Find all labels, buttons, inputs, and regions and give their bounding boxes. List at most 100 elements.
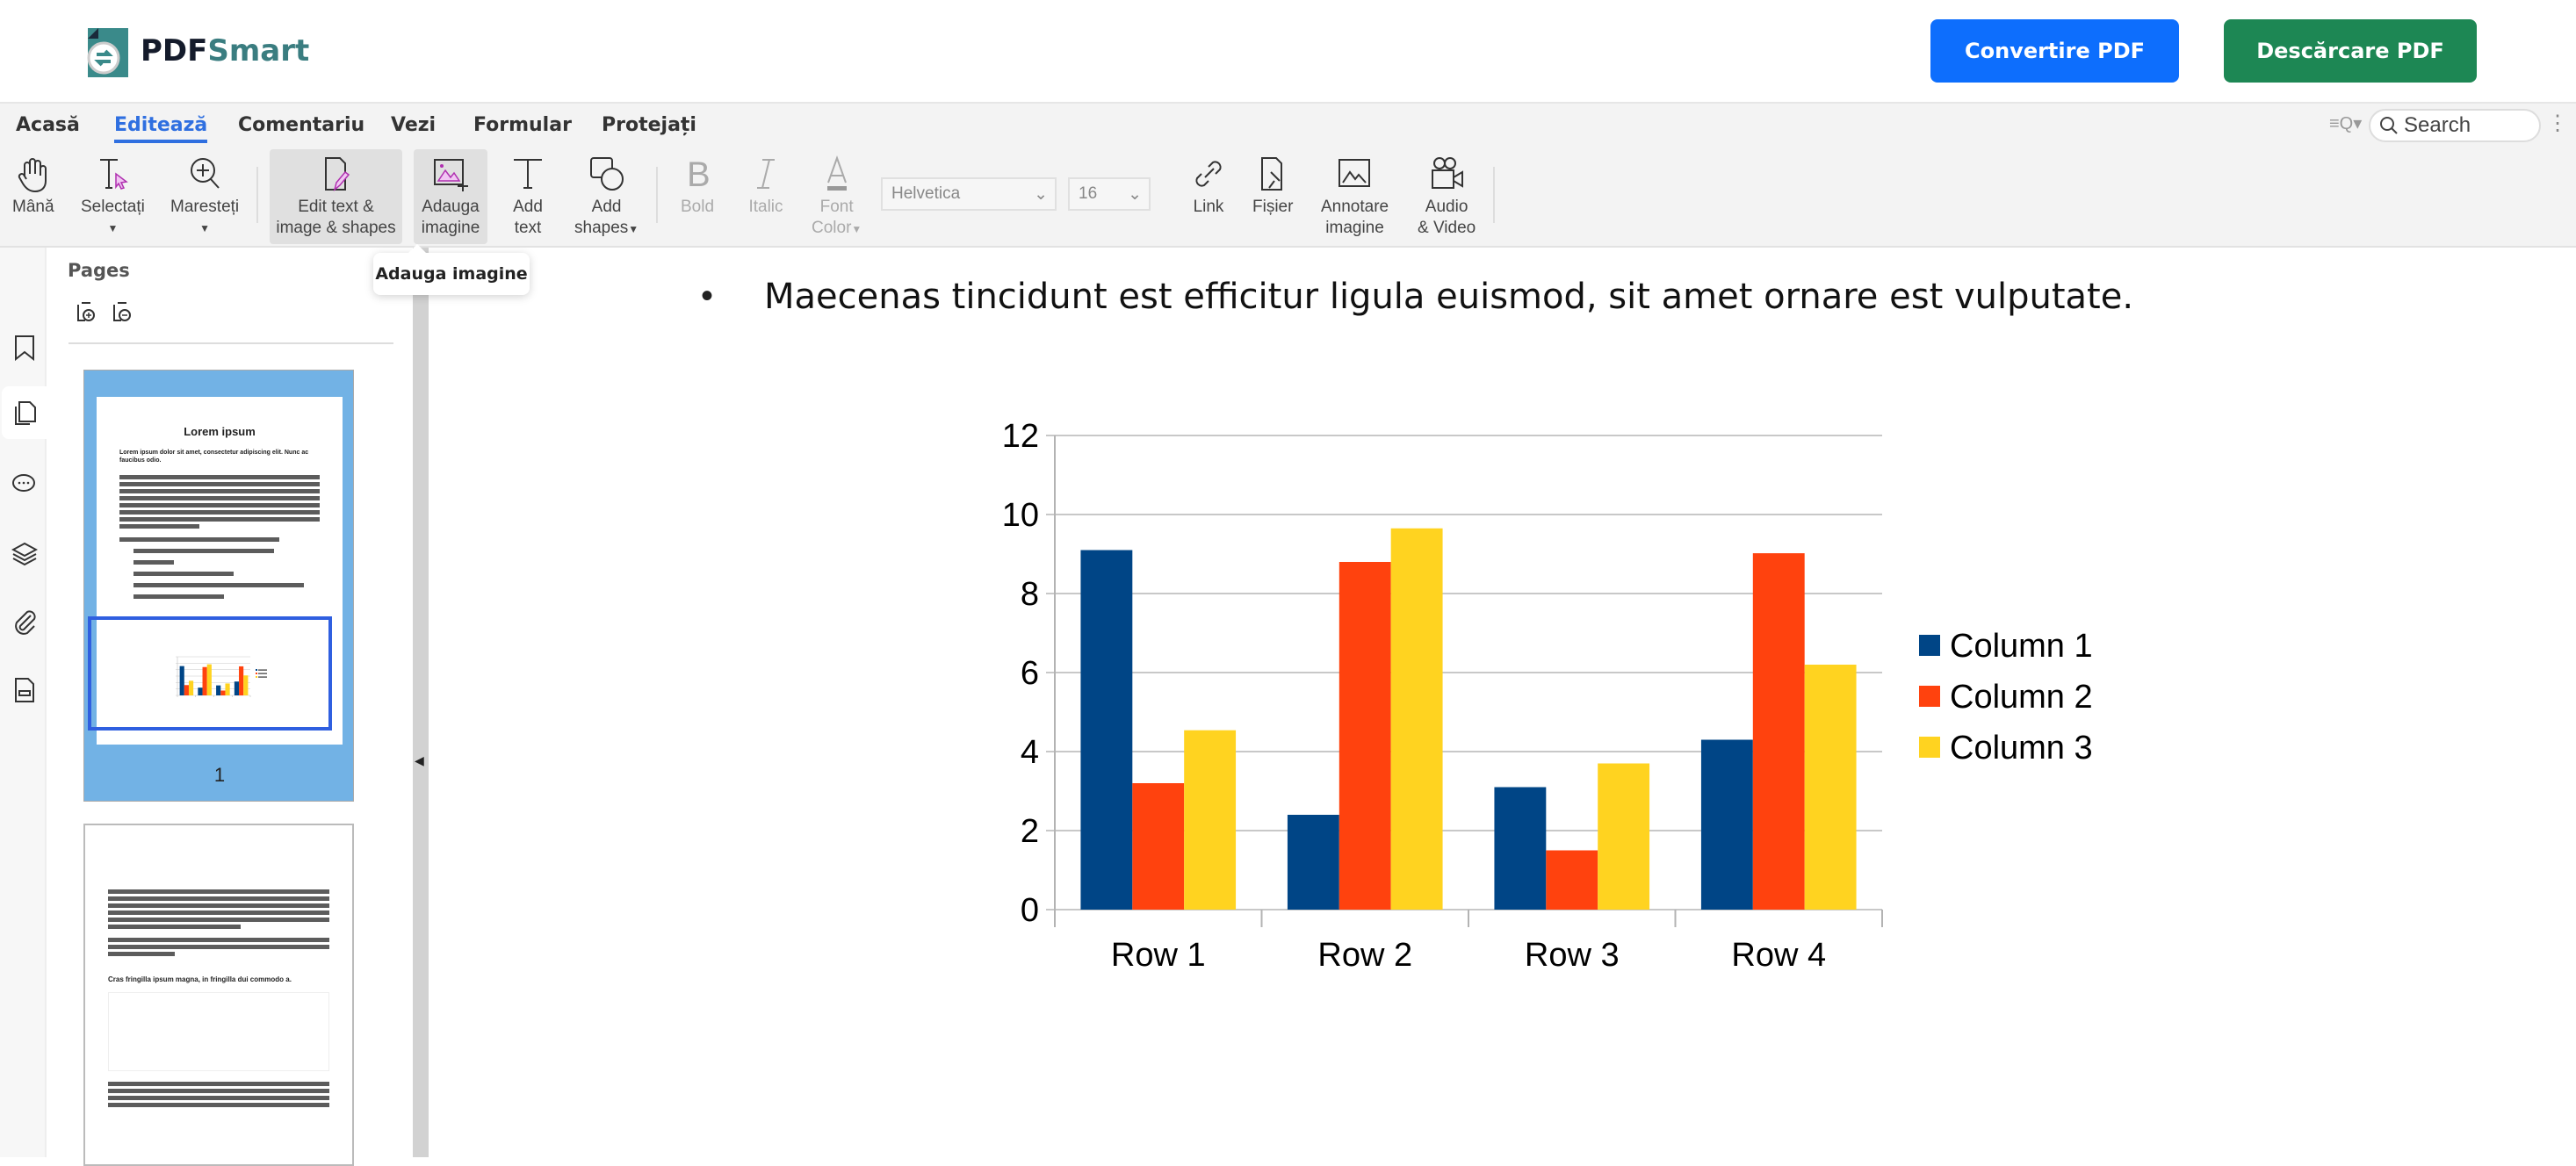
toolbar-divider bbox=[256, 167, 258, 223]
bar-column-2 bbox=[202, 666, 207, 695]
add-image-button[interactable]: Adauga imagine bbox=[414, 149, 487, 244]
label: Italic bbox=[748, 198, 783, 216]
y-tick-label: 2 bbox=[1021, 813, 1039, 850]
legend-swatch bbox=[1919, 635, 1940, 656]
legend-label: Column 3 bbox=[1950, 730, 2093, 767]
pdfsmart-logo-icon bbox=[87, 28, 128, 77]
tab-formular[interactable]: Formular bbox=[473, 114, 572, 136]
bar-column-1 bbox=[1494, 787, 1547, 910]
edit-text-image-shapes-button[interactable]: Edit text & image & shapes bbox=[270, 149, 402, 244]
font-color-icon bbox=[826, 155, 847, 191]
bold-icon: B bbox=[687, 155, 711, 193]
italic-icon bbox=[757, 159, 775, 189]
legend-swatch bbox=[1919, 737, 1940, 758]
bar-column-3 bbox=[1184, 730, 1237, 910]
video-camera-icon bbox=[1432, 157, 1464, 189]
collapse-panel-icon[interactable]: ◀ bbox=[415, 753, 424, 767]
hand-icon bbox=[18, 158, 47, 193]
legend-label-line bbox=[258, 673, 267, 674]
comments-button[interactable] bbox=[5, 465, 44, 504]
tab-protejati[interactable]: Protejați bbox=[602, 114, 696, 136]
label: Color▼ bbox=[812, 219, 862, 237]
x-tick-label: Row 2 bbox=[1317, 937, 1412, 974]
more-options-icon[interactable]: ⋮ bbox=[2547, 112, 2568, 135]
audio-video-button[interactable]: Audio & Video bbox=[1414, 149, 1479, 244]
bar-column-1 bbox=[179, 666, 184, 695]
hand-tool-button[interactable]: Mână bbox=[9, 149, 58, 223]
bullet-icon: • bbox=[701, 277, 714, 315]
page-thumbnail-1[interactable]: Lorem ipsum Lorem ipsum dolor sit amet, … bbox=[83, 370, 354, 802]
label: Selectați bbox=[81, 198, 145, 216]
legend-label-line bbox=[258, 669, 267, 671]
edit-document-icon bbox=[324, 157, 350, 192]
tab-acasa[interactable]: Acasă bbox=[16, 114, 80, 136]
thumbnail-text-lines bbox=[119, 475, 320, 599]
bookmark-icon bbox=[15, 335, 34, 361]
label: Edit text & bbox=[298, 198, 374, 216]
legend-swatch bbox=[256, 676, 257, 678]
convert-pdf-button[interactable]: Convertire PDF bbox=[1930, 19, 2179, 83]
pages-panel: Pages Lorem ipsum Lorem ipsum dolor sit … bbox=[47, 248, 413, 1166]
thumbnail-table bbox=[108, 992, 329, 1071]
layers-button[interactable] bbox=[5, 534, 44, 572]
tab-comentariu[interactable]: Comentariu bbox=[238, 114, 365, 136]
label: Adauga bbox=[422, 198, 480, 216]
bookmarks-button[interactable] bbox=[5, 328, 44, 367]
tooltip: Adauga imagine bbox=[373, 244, 530, 295]
text-icon bbox=[514, 159, 542, 189]
y-tick-label: 10 bbox=[1002, 497, 1039, 534]
selected-object-highlight bbox=[88, 616, 332, 731]
legend-label: Column 1 bbox=[1950, 628, 2093, 665]
legend-swatch bbox=[256, 669, 257, 671]
file-pin-icon bbox=[1261, 157, 1283, 191]
label: & Video bbox=[1418, 219, 1476, 237]
thumbnail-page: Lorem ipsum Lorem ipsum dolor sit amet, … bbox=[97, 397, 343, 745]
bar-column-3 bbox=[225, 683, 230, 695]
search-icon bbox=[2380, 117, 2398, 134]
legend-swatch bbox=[256, 673, 257, 674]
label: Add bbox=[513, 198, 543, 216]
annotate-image-button[interactable]: Annotare imagine bbox=[1317, 149, 1392, 244]
pages-button[interactable] bbox=[2, 386, 47, 439]
bar-column-2 bbox=[239, 666, 244, 695]
tab-vezi[interactable]: Vezi bbox=[391, 114, 437, 136]
comments-icon bbox=[12, 474, 35, 492]
menu-bar: Acasă Editează Comentariu Vezi Formular … bbox=[0, 104, 2576, 146]
label: Bold bbox=[680, 198, 715, 216]
thumbnail-zoom-in-icon[interactable] bbox=[76, 302, 97, 323]
thumbnail-heading: Cras fringilla ipsum magna, in fringilla… bbox=[108, 975, 292, 983]
label: Font bbox=[819, 198, 854, 216]
select-tool-button[interactable]: Selectați ▼ bbox=[77, 149, 148, 244]
svg-text:B: B bbox=[687, 155, 711, 193]
y-tick-label: 8 bbox=[1021, 576, 1039, 613]
thumbnail-zoom-out-icon[interactable] bbox=[112, 302, 133, 323]
page-thumbnail-2[interactable]: Cras fringilla ipsum magna, in fringilla… bbox=[83, 824, 354, 1166]
panel-splitter[interactable]: ◀ bbox=[413, 248, 429, 1157]
search-placeholder: Search bbox=[2404, 113, 2471, 137]
search-input[interactable]: Search bbox=[2369, 109, 2541, 142]
link-button[interactable]: Link bbox=[1186, 149, 1231, 223]
label: imagine bbox=[421, 219, 480, 237]
label: shapes▼ bbox=[574, 219, 639, 237]
font-color-button[interactable]: Font Color▼ bbox=[808, 149, 865, 245]
font-family-select[interactable]: Helvetica ⌄ bbox=[881, 177, 1057, 211]
legend-swatch bbox=[1919, 686, 1940, 707]
link-icon bbox=[1195, 161, 1222, 187]
zoom-tool-button[interactable]: Maresteți ▼ bbox=[167, 149, 242, 244]
image-annotation-icon bbox=[1338, 159, 1370, 187]
form-fields-button[interactable] bbox=[5, 671, 44, 709]
font-size-select[interactable]: 16 ⌄ bbox=[1068, 177, 1151, 211]
file-attach-button[interactable]: Fișier bbox=[1249, 149, 1296, 223]
bold-button[interactable]: B Bold bbox=[675, 149, 720, 223]
bar-column-3 bbox=[243, 675, 249, 695]
bar-column-1 bbox=[198, 687, 203, 695]
attachments-button[interactable] bbox=[5, 602, 44, 641]
add-shapes-button[interactable]: Add shapes▼ bbox=[571, 149, 642, 245]
italic-button[interactable]: Italic bbox=[743, 149, 789, 223]
label: Maresteți bbox=[170, 198, 240, 216]
label: Mână bbox=[12, 198, 54, 216]
download-pdf-button[interactable]: Descărcare PDF bbox=[2224, 19, 2477, 83]
search-options-icon[interactable]: ≡Q▾ bbox=[2329, 114, 2363, 133]
add-text-button[interactable]: Add text bbox=[505, 149, 551, 244]
tab-editeaza[interactable]: Editează bbox=[114, 114, 208, 143]
